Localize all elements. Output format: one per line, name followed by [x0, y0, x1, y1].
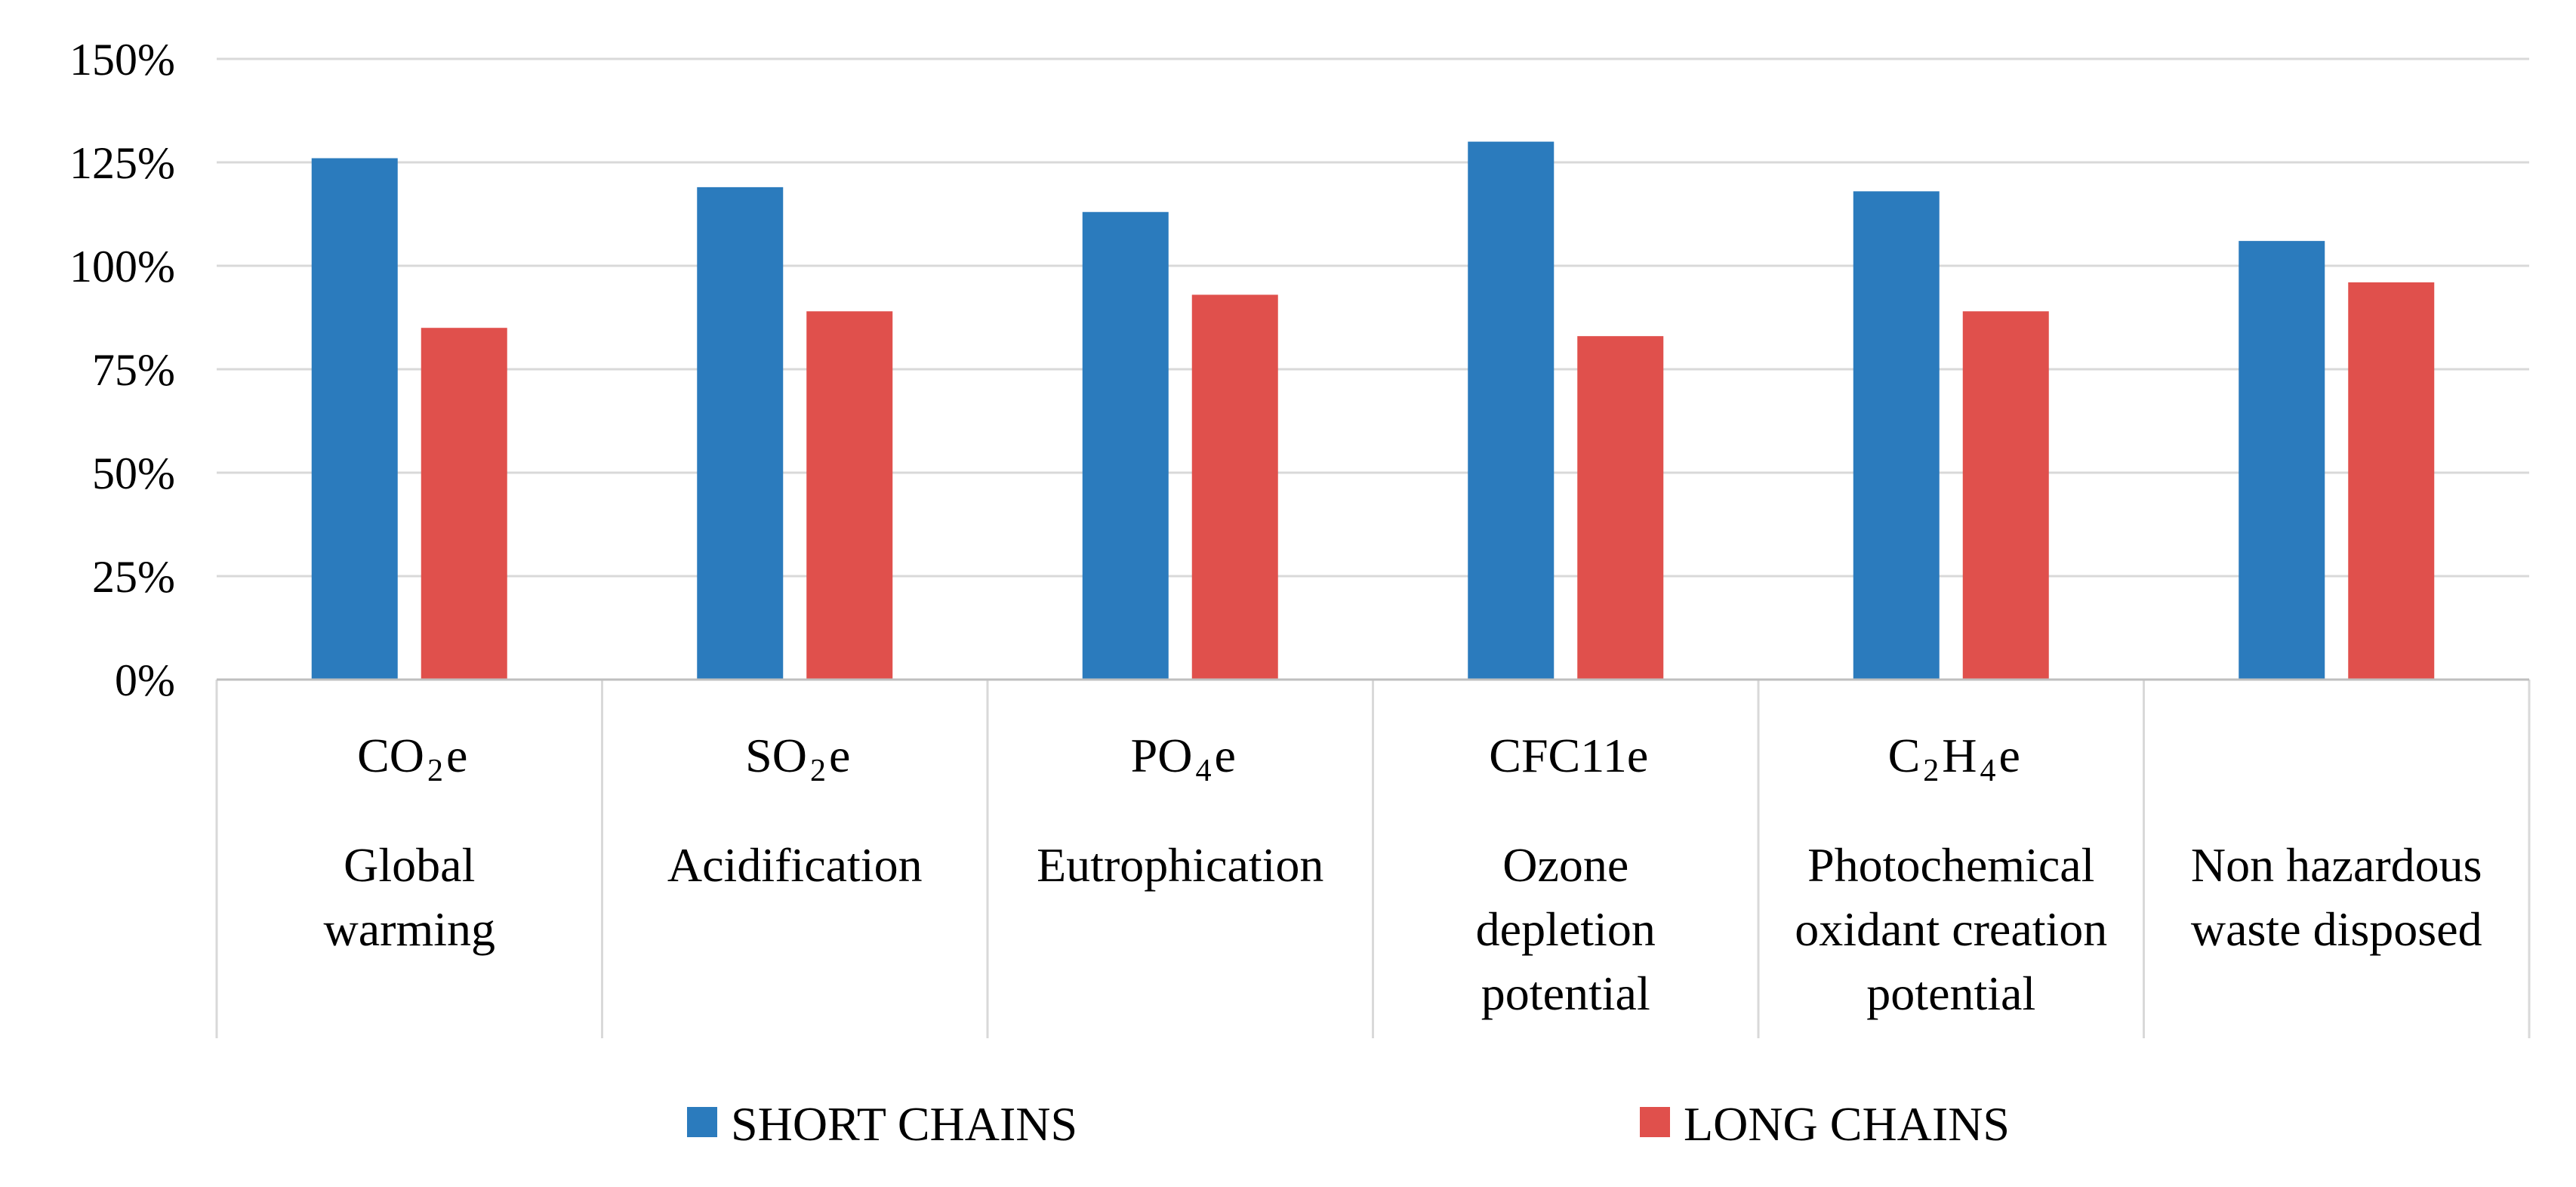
- category-label: warming: [324, 902, 496, 956]
- legend-swatch: [1640, 1107, 1670, 1137]
- category-abbreviation: CO2e: [357, 729, 467, 788]
- legend-label: SHORT CHAINS: [731, 1097, 1077, 1151]
- bar-short-chains: [311, 158, 398, 680]
- y-tick-label: 0%: [115, 655, 175, 705]
- category-label: oxidant creation: [1795, 902, 2107, 956]
- legend: SHORT CHAINS LONG CHAINS: [687, 1097, 2010, 1151]
- category-label: Eutrophication: [1037, 838, 1323, 892]
- bar-short-chains: [2239, 241, 2325, 680]
- category-label: Global: [344, 838, 475, 892]
- category-label: depletion: [1476, 902, 1656, 956]
- category-abbreviation: CFC11e: [1489, 729, 1648, 782]
- grid: [217, 57, 2529, 681]
- y-tick-label: 75%: [92, 345, 175, 395]
- category-label: Photochemical: [1807, 838, 2094, 892]
- legend-swatch: [687, 1107, 717, 1137]
- category-abbreviation: SO2e: [745, 729, 850, 788]
- legend-label: LONG CHAINS: [1684, 1097, 2010, 1151]
- bar-short-chains: [1468, 141, 1555, 680]
- category-label: waste disposed: [2191, 902, 2482, 956]
- y-tick-label: 125%: [69, 138, 175, 188]
- y-tick-label: 50%: [92, 449, 175, 498]
- bar-short-chains: [1853, 191, 1940, 680]
- bar-long-chains: [1577, 336, 1664, 680]
- category-label: Acidification: [667, 838, 923, 892]
- bar-short-chains: [1082, 211, 1169, 680]
- y-tick-label: 100%: [69, 242, 175, 291]
- bar-long-chains: [2348, 282, 2435, 680]
- category-abbreviation: PO4e: [1131, 729, 1236, 788]
- y-axis: 0% 25% 50% 75% 100% 125% 150%: [69, 35, 175, 705]
- category-label: Ozone: [1502, 838, 1628, 892]
- bar-long-chains: [421, 328, 507, 680]
- bar-long-chains: [806, 311, 893, 680]
- y-tick-label: 25%: [92, 552, 175, 602]
- bar-short-chains: [697, 187, 784, 680]
- category-label: potential: [1481, 967, 1650, 1020]
- y-tick-label: 150%: [69, 35, 175, 85]
- category-abbreviation: C2H4e: [1888, 729, 2020, 788]
- bars: [311, 141, 2435, 680]
- category-label: potential: [1866, 967, 2035, 1020]
- bar-long-chains: [1962, 311, 2049, 680]
- category-label: Non hazardous: [2191, 838, 2482, 892]
- bar-long-chains: [1191, 294, 1278, 680]
- x-axis: CO2e Global warming SO2e Acidification PO4e Eu…: [215, 678, 2531, 1038]
